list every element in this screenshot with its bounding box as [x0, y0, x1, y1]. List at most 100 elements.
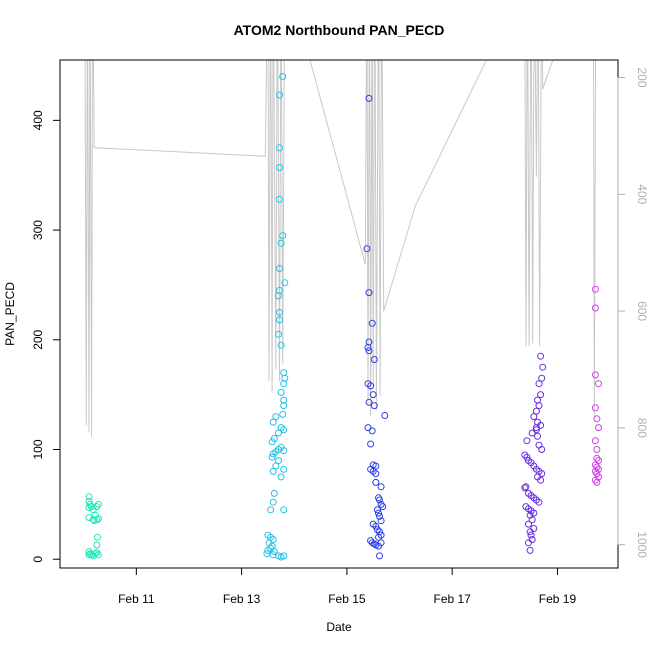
- data-point: [270, 548, 278, 555]
- data-point: [376, 552, 383, 560]
- data-point: [365, 347, 373, 355]
- data-point: [538, 374, 546, 382]
- x-tick-label: Feb 15: [328, 592, 366, 606]
- data-point: [367, 440, 375, 448]
- y-axis-label: PAN_PECD: [3, 282, 17, 346]
- data-point: [523, 453, 531, 461]
- data-point: [534, 432, 541, 440]
- data-point: [535, 498, 543, 506]
- data-point: [530, 525, 538, 532]
- data-point: [537, 391, 545, 399]
- right-tick-label: 600: [635, 301, 649, 321]
- data-point: [276, 164, 283, 171]
- data-point: [269, 551, 277, 559]
- data-point: [368, 319, 376, 327]
- data-point: [534, 396, 541, 404]
- x-axis: Feb 11 Feb 13 Feb 15 Feb 17 Feb 19: [118, 567, 577, 606]
- data-point: [377, 539, 385, 547]
- data-point: [365, 398, 373, 406]
- data-point: [591, 404, 599, 412]
- x-tick-label: Feb 19: [539, 592, 577, 606]
- data-point: [591, 304, 599, 312]
- data-point: [276, 286, 283, 294]
- data-point: [94, 500, 102, 508]
- data-point: [277, 473, 285, 481]
- data-point: [279, 410, 287, 418]
- data-point: [277, 341, 285, 349]
- data-points-layer: [85, 73, 602, 561]
- data-point: [276, 316, 283, 324]
- data-point: [525, 520, 532, 528]
- data-point: [94, 551, 102, 559]
- right-axis: 200 400 600 800 1000: [617, 68, 649, 558]
- data-point: [372, 470, 380, 478]
- y-tick-label: 0: [31, 556, 45, 563]
- data-point: [280, 506, 288, 514]
- data-point: [264, 546, 272, 554]
- y-tick-label: 100: [31, 439, 45, 459]
- data-point: [270, 489, 278, 497]
- data-point: [525, 539, 532, 547]
- data-point: [281, 279, 289, 287]
- data-point: [276, 195, 283, 203]
- data-point: [277, 239, 285, 247]
- data-point: [535, 380, 543, 388]
- data-point: [591, 437, 599, 445]
- data-point: [268, 453, 276, 461]
- data-point: [267, 506, 275, 514]
- right-tick-label: 200: [635, 68, 649, 88]
- data-point: [530, 413, 538, 421]
- data-point: [376, 496, 383, 504]
- right-tick-label: 800: [635, 418, 649, 438]
- data-point: [521, 484, 529, 492]
- data-point: [280, 465, 288, 473]
- data-point: [376, 512, 383, 520]
- data-point: [93, 503, 101, 511]
- data-point: [270, 435, 278, 442]
- data-point: [93, 541, 101, 549]
- data-point: [591, 371, 599, 379]
- data-point: [370, 540, 378, 548]
- data-point: [279, 232, 287, 240]
- data-point: [364, 424, 372, 432]
- x-axis-label: Date: [326, 620, 352, 634]
- data-point: [534, 418, 541, 426]
- data-point: [370, 356, 378, 363]
- right-tick-label: 400: [635, 184, 649, 204]
- chart-title: ATOM2 Northbound PAN_PECD: [234, 22, 445, 38]
- right-tick-label: 1000: [635, 531, 649, 558]
- data-point: [595, 380, 602, 388]
- data-point: [277, 388, 285, 396]
- data-point: [269, 536, 277, 543]
- y-tick-label: 400: [31, 110, 45, 130]
- data-point: [593, 446, 601, 453]
- data-point: [379, 503, 387, 511]
- data-point: [528, 516, 536, 524]
- data-point: [276, 308, 283, 316]
- data-point: [537, 352, 545, 360]
- data-point: [538, 470, 546, 478]
- data-point: [365, 94, 373, 102]
- data-point: [85, 514, 93, 521]
- data-point: [593, 415, 601, 423]
- data-point: [373, 526, 381, 534]
- data-point: [593, 478, 601, 486]
- data-point: [269, 418, 277, 426]
- data-point: [94, 515, 102, 523]
- x-tick-label: Feb 11: [118, 592, 155, 606]
- data-point: [93, 549, 101, 557]
- data-point: [276, 265, 283, 272]
- y-axis: 0 100 200 300 400: [31, 110, 61, 563]
- data-point: [90, 517, 98, 525]
- data-point: [93, 533, 101, 541]
- data-point: [363, 245, 371, 253]
- data-point: [522, 483, 530, 491]
- data-point: [281, 374, 289, 382]
- data-point: [277, 553, 285, 561]
- data-point: [85, 504, 93, 512]
- data-point: [523, 437, 531, 445]
- data-point: [377, 500, 385, 508]
- data-point: [526, 546, 534, 554]
- data-point: [526, 528, 534, 536]
